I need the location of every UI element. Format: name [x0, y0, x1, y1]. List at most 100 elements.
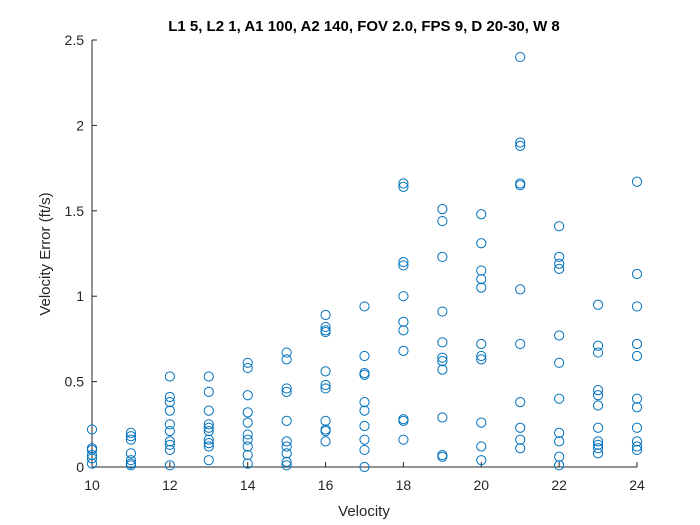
data-point — [554, 451, 565, 462]
data-point — [203, 441, 214, 452]
data-point — [437, 356, 448, 367]
data-point — [398, 256, 409, 268]
data-point — [554, 436, 565, 447]
data-point — [592, 299, 604, 310]
data-point — [164, 460, 175, 471]
data-point — [281, 354, 292, 365]
data-point — [320, 366, 331, 377]
data-point — [592, 439, 604, 450]
x-tick-label: 20 — [473, 477, 489, 493]
data-point — [320, 321, 331, 333]
data-point — [320, 326, 331, 338]
data-point — [281, 386, 292, 397]
data-point — [125, 434, 137, 445]
data-point — [554, 357, 565, 368]
data-point — [203, 371, 214, 382]
data-point — [437, 215, 448, 227]
data-point — [359, 420, 370, 432]
data-point — [125, 460, 137, 471]
data-point — [164, 419, 175, 430]
data-point — [359, 396, 370, 408]
data-point — [242, 362, 253, 374]
x-axis: 10 12 14 16 18 20 22 24 — [84, 462, 645, 493]
data-point — [437, 251, 448, 263]
data-point — [515, 284, 526, 295]
data-point — [359, 301, 370, 312]
data-point — [592, 443, 604, 454]
data-point — [281, 441, 292, 452]
data-point — [242, 390, 253, 401]
data-point — [320, 415, 331, 426]
data-point — [203, 386, 214, 397]
data-point — [203, 419, 214, 430]
data-point — [631, 301, 643, 312]
data-point — [164, 405, 175, 416]
data-point — [437, 364, 448, 375]
data-point — [476, 441, 487, 452]
data-point — [242, 434, 253, 445]
data-point — [164, 396, 175, 408]
data-point — [281, 460, 292, 471]
data-point — [281, 415, 292, 426]
data-point — [203, 426, 214, 437]
x-tick-label: 10 — [84, 477, 100, 493]
data-point — [437, 203, 448, 215]
data-point — [164, 391, 175, 403]
data-point — [320, 426, 331, 437]
data-point — [476, 350, 487, 362]
data-point — [592, 340, 604, 351]
data-point — [203, 455, 214, 466]
data-point — [242, 441, 253, 452]
data-point — [203, 437, 214, 449]
data-point — [631, 402, 643, 413]
data-point — [398, 434, 409, 445]
data-point — [281, 448, 292, 459]
y-tick-label: 2 — [76, 117, 84, 133]
data-point — [631, 350, 643, 362]
data-point — [281, 436, 292, 447]
y-axis: 0 0.5 1 1.5 2 2.5 — [65, 32, 97, 475]
data-point — [164, 371, 175, 382]
data-point — [242, 357, 253, 368]
data-point — [203, 422, 214, 433]
data-point — [164, 439, 175, 450]
y-tick-label: 0 — [76, 459, 84, 475]
data-point — [554, 330, 565, 341]
data-point — [242, 429, 253, 440]
data-point — [476, 209, 487, 220]
data-point — [359, 350, 370, 362]
data-point — [515, 396, 526, 408]
data-point — [86, 424, 98, 435]
data-point — [359, 444, 370, 456]
data-point — [592, 436, 604, 447]
x-tick-label: 16 — [318, 477, 334, 493]
data-point — [125, 448, 137, 459]
data-point — [631, 338, 643, 350]
data-point — [398, 291, 409, 302]
x-axis-title: Velocity — [338, 503, 390, 520]
y-axis-title: Velocity Error (ft/s) — [37, 192, 54, 315]
data-point — [554, 258, 565, 269]
data-point — [281, 383, 292, 394]
data-point — [398, 316, 409, 327]
data-point — [515, 422, 526, 433]
data-point — [242, 449, 253, 461]
data-point — [281, 456, 292, 467]
data-point — [86, 444, 98, 456]
data-point — [515, 180, 526, 191]
data-point — [554, 251, 565, 263]
data-point — [476, 238, 487, 249]
data-point — [398, 260, 409, 271]
data-point — [398, 345, 409, 356]
data-point — [164, 426, 175, 437]
data-point — [359, 461, 370, 473]
data-point — [592, 448, 604, 459]
data-point — [437, 412, 448, 423]
data-point — [631, 268, 643, 280]
data-point — [476, 354, 487, 365]
data-point — [320, 436, 331, 447]
data-point — [398, 181, 409, 192]
data-point — [554, 427, 565, 438]
data-point — [554, 460, 565, 471]
